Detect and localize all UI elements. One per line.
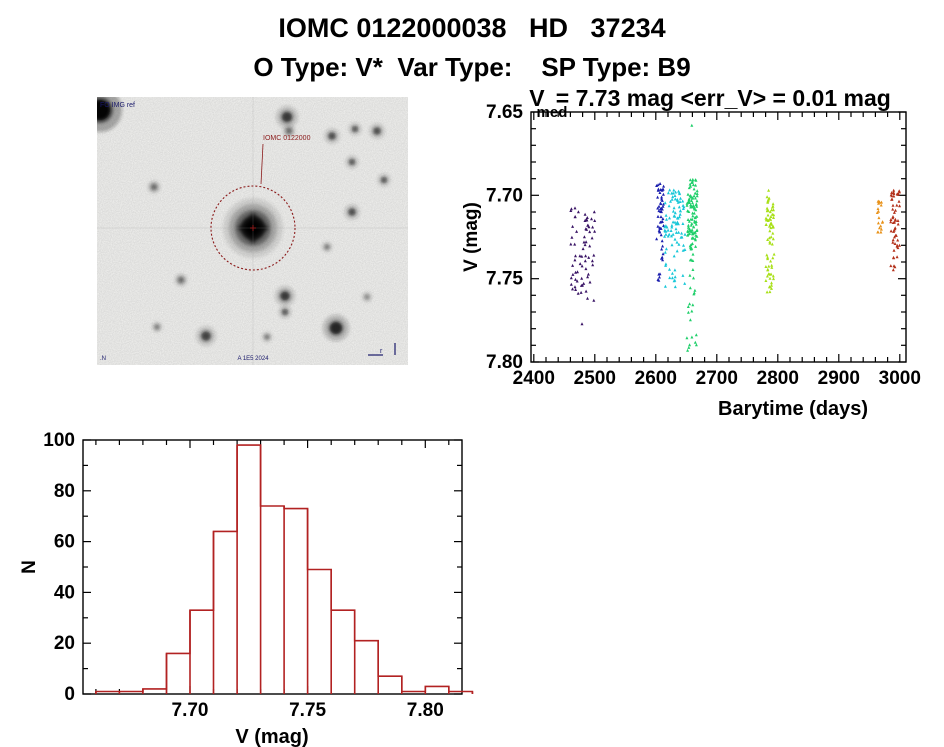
svg-text:A 1E5 2024: A 1E5 2024 — [238, 356, 270, 362]
svg-text:20: 20 — [54, 633, 75, 654]
svg-text:2500: 2500 — [574, 368, 616, 389]
svg-text:7.80: 7.80 — [407, 700, 444, 721]
svg-text:7.70: 7.70 — [486, 185, 523, 206]
svg-text:FO IMG ref: FO IMG ref — [100, 102, 135, 109]
svg-text:2900: 2900 — [818, 368, 860, 389]
svg-text:60: 60 — [54, 532, 75, 553]
svg-text:7.70: 7.70 — [172, 700, 209, 721]
svg-text:7.75: 7.75 — [289, 700, 326, 721]
svg-text:80: 80 — [54, 481, 75, 502]
svg-text:3000: 3000 — [879, 368, 921, 389]
svg-text:0: 0 — [64, 684, 75, 705]
svg-text:.N: .N — [100, 356, 106, 362]
svg-text:2400: 2400 — [513, 368, 555, 389]
svg-text:IOMC 0122000: IOMC 0122000 — [263, 135, 311, 142]
svg-text:2800: 2800 — [757, 368, 799, 389]
svg-text:7.75: 7.75 — [486, 269, 523, 290]
svg-text:100: 100 — [43, 430, 75, 451]
svg-text:7.65: 7.65 — [486, 102, 523, 123]
svg-text:2600: 2600 — [635, 368, 677, 389]
svg-text:2700: 2700 — [696, 368, 738, 389]
svg-text:40: 40 — [54, 582, 75, 603]
